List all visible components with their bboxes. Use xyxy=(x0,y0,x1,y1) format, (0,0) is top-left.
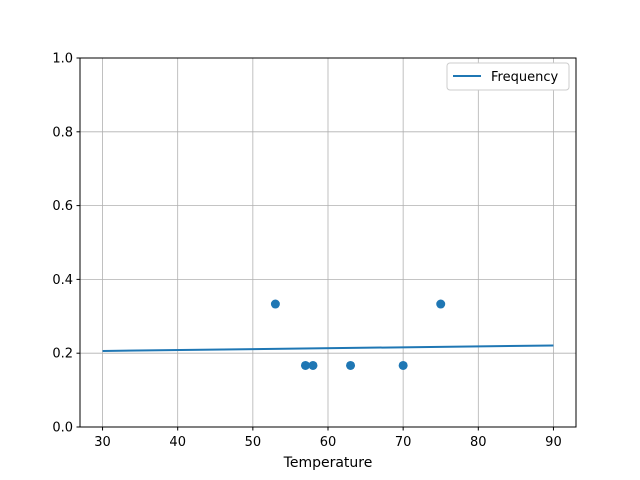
x-axis-label: Temperature xyxy=(283,455,373,471)
scatter-point xyxy=(270,299,280,309)
legend: Frequency xyxy=(446,62,570,91)
scatter-point xyxy=(308,360,318,370)
x-tick-label: 30 xyxy=(94,435,111,450)
plot-frame xyxy=(79,57,577,428)
y-tick-label: 0.2 xyxy=(52,347,73,362)
scatter-point xyxy=(436,299,446,309)
x-tick-label: 60 xyxy=(320,435,337,450)
x-tick-label: 40 xyxy=(169,435,186,450)
ticks: 30 40 50 60 70 80 90 0.0 0.2 0.4 0.6 0.8 1.0 xyxy=(52,52,561,451)
y-tick-label: 1.0 xyxy=(52,52,73,67)
scatter-point xyxy=(346,360,356,370)
scatter-point xyxy=(300,360,310,370)
x-tick-label: 90 xyxy=(545,435,562,450)
y-tick-label: 0.8 xyxy=(52,125,73,140)
x-tick-label: 50 xyxy=(245,435,262,450)
y-tick-label: 0.0 xyxy=(52,421,73,436)
y-tick-label: 0.4 xyxy=(52,273,73,288)
marks xyxy=(102,299,554,370)
y-tick-label: 0.6 xyxy=(52,199,73,214)
scatter-point xyxy=(398,360,408,370)
frequency-line xyxy=(102,344,554,352)
legend-label: Frequency xyxy=(491,70,558,85)
x-tick-label: 70 xyxy=(395,435,412,450)
legend-box xyxy=(446,62,570,91)
grid xyxy=(80,57,576,428)
x-tick-label: 80 xyxy=(470,435,487,450)
